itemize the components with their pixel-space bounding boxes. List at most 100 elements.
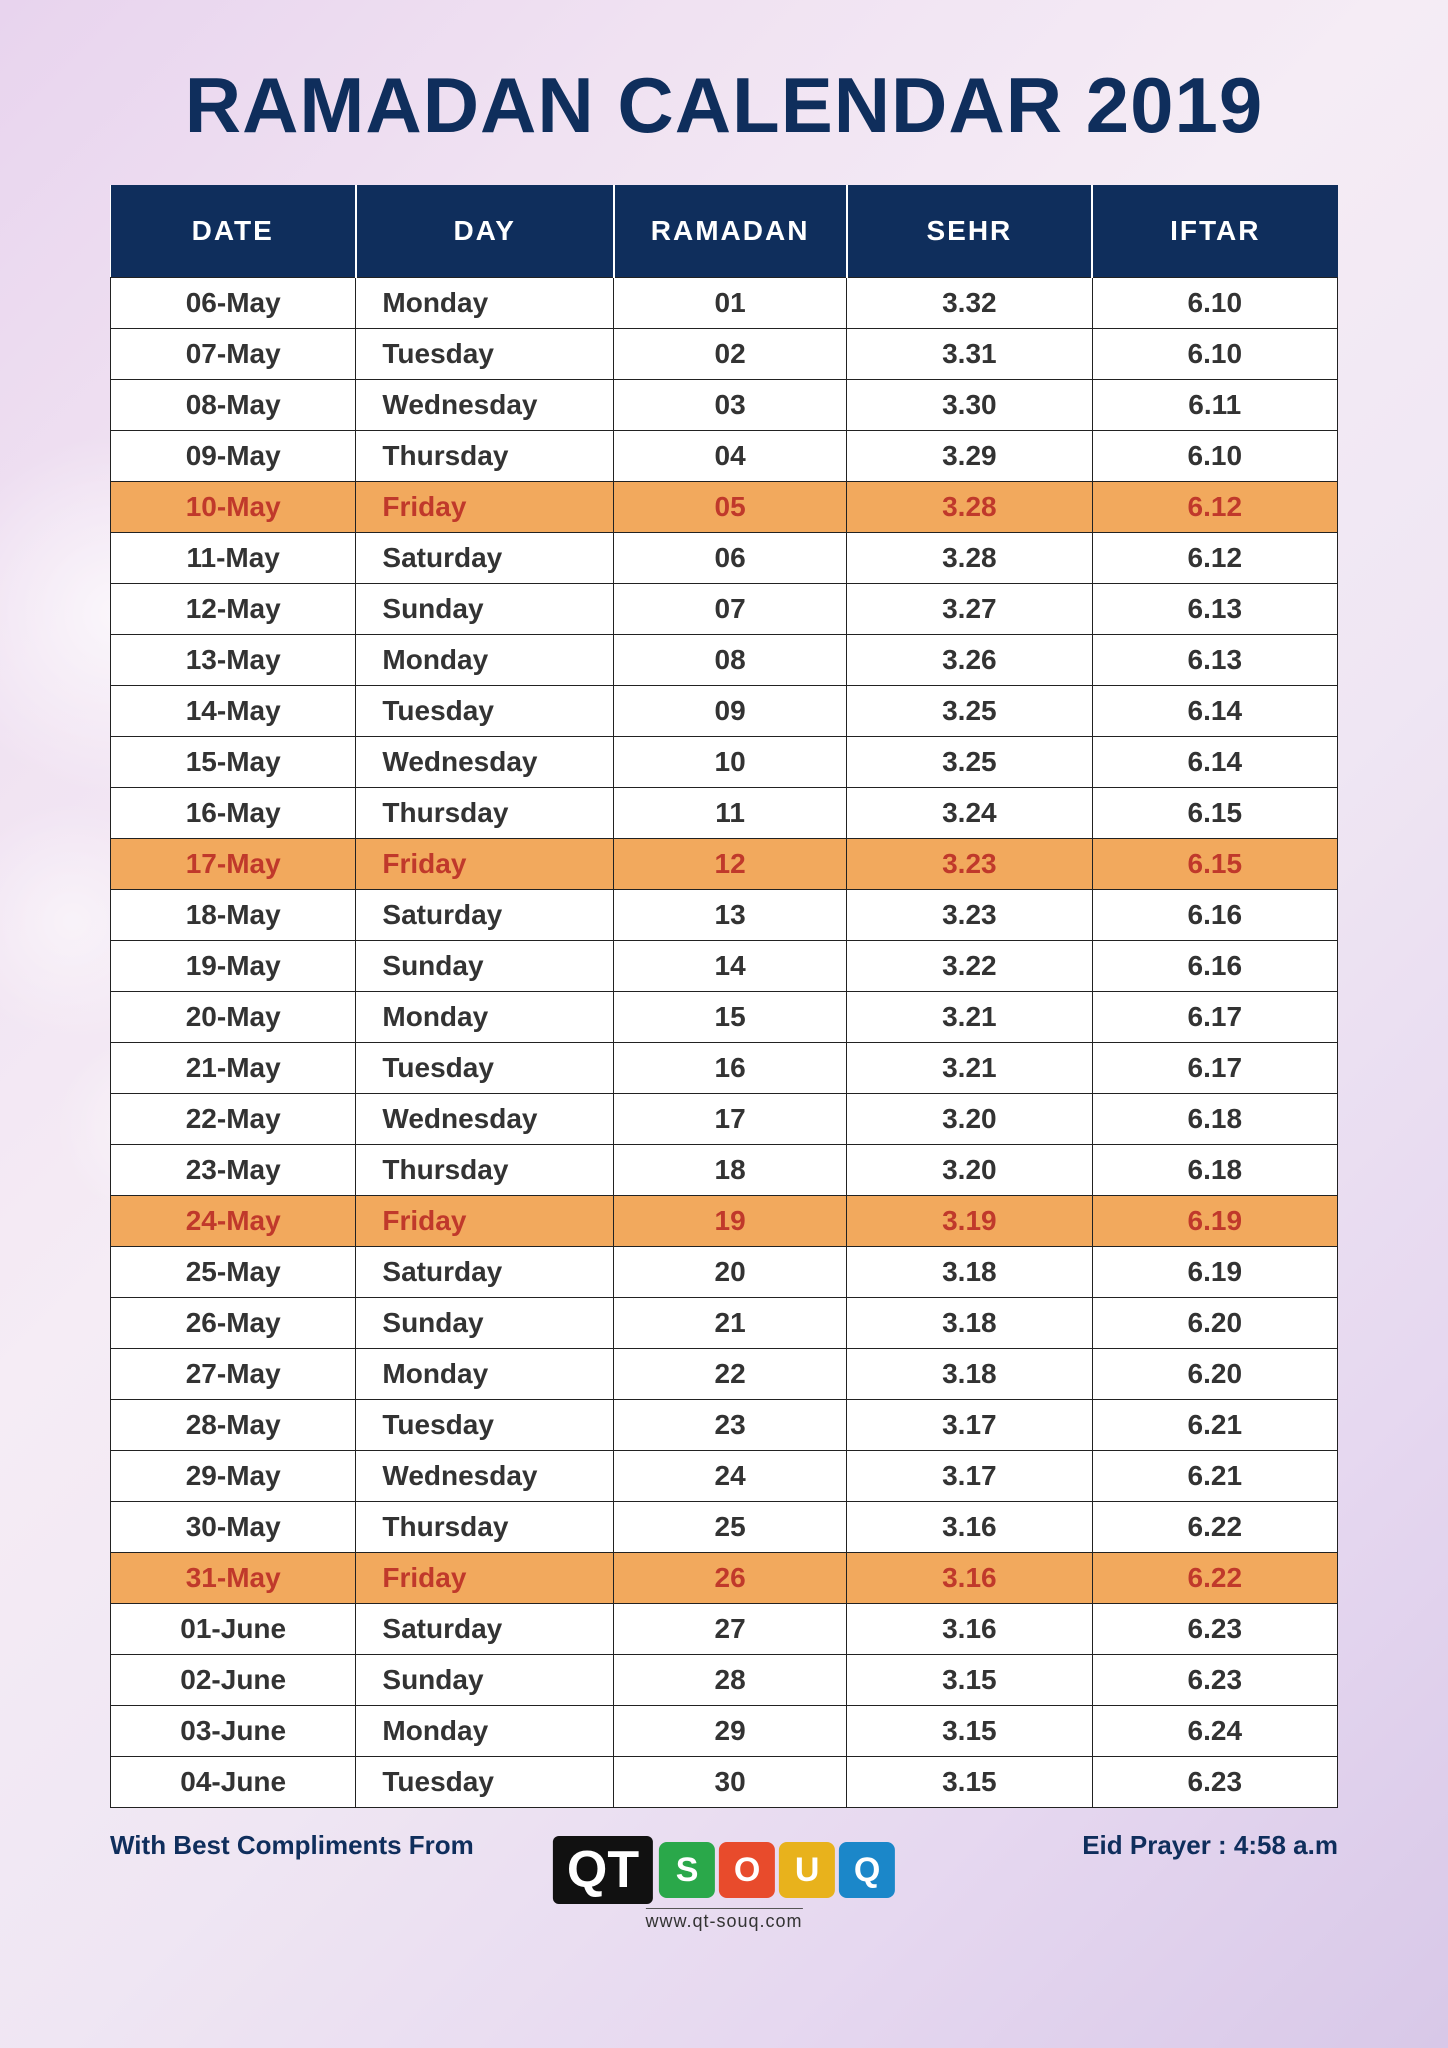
cell-date: 07-May [111,329,356,380]
cell-sehr: 3.29 [847,431,1092,482]
cell-iftar: 6.16 [1092,941,1337,992]
cell-ramadan: 07 [614,584,847,635]
cell-iftar: 6.13 [1092,635,1337,686]
logo-letter: O [719,1842,775,1898]
cell-day: Friday [356,1196,614,1247]
table-row: 17-MayFriday123.236.15 [111,839,1338,890]
cell-sehr: 3.19 [847,1196,1092,1247]
cell-day: Tuesday [356,1400,614,1451]
cell-date: 02-June [111,1655,356,1706]
cell-date: 16-May [111,788,356,839]
table-row: 02-JuneSunday283.156.23 [111,1655,1338,1706]
cell-day: Saturday [356,890,614,941]
logo-letter: S [659,1842,715,1898]
cell-sehr: 3.17 [847,1400,1092,1451]
cell-sehr: 3.17 [847,1451,1092,1502]
cell-ramadan: 03 [614,380,847,431]
col-header-day: DAY [356,185,614,278]
cell-ramadan: 21 [614,1298,847,1349]
table-header-row: DATE DAY RAMADAN SEHR IFTAR [111,185,1338,278]
logo-qt-box: QT [553,1836,653,1904]
cell-date: 20-May [111,992,356,1043]
logo: QT SOUQ www.qt-souq.com [553,1836,895,1932]
cell-date: 28-May [111,1400,356,1451]
cell-iftar: 6.10 [1092,278,1337,329]
cell-day: Wednesday [356,1094,614,1145]
cell-date: 03-June [111,1706,356,1757]
cell-date: 19-May [111,941,356,992]
cell-day: Saturday [356,533,614,584]
cell-ramadan: 12 [614,839,847,890]
logo-letter: U [779,1842,835,1898]
cell-sehr: 3.15 [847,1757,1092,1808]
cell-day: Monday [356,1349,614,1400]
cell-date: 29-May [111,1451,356,1502]
cell-date: 26-May [111,1298,356,1349]
cell-day: Tuesday [356,1757,614,1808]
cell-day: Friday [356,482,614,533]
cell-iftar: 6.20 [1092,1349,1337,1400]
footer: With Best Compliments From QT SOUQ www.q… [110,1830,1338,2008]
cell-sehr: 3.15 [847,1655,1092,1706]
table-row: 18-MaySaturday133.236.16 [111,890,1338,941]
table-row: 06-MayMonday013.326.10 [111,278,1338,329]
cell-day: Wednesday [356,380,614,431]
cell-date: 08-May [111,380,356,431]
cell-day: Monday [356,278,614,329]
cell-day: Wednesday [356,1451,614,1502]
cell-ramadan: 23 [614,1400,847,1451]
cell-sehr: 3.26 [847,635,1092,686]
website-text: www.qt-souq.com [645,1908,802,1932]
cell-ramadan: 30 [614,1757,847,1808]
cell-iftar: 6.15 [1092,839,1337,890]
eid-prayer-text: Eid Prayer : 4:58 a.m [1082,1830,1338,1861]
table-row: 27-MayMonday223.186.20 [111,1349,1338,1400]
cell-day: Sunday [356,1655,614,1706]
cell-date: 30-May [111,1502,356,1553]
cell-day: Monday [356,635,614,686]
cell-sehr: 3.25 [847,737,1092,788]
cell-sehr: 3.15 [847,1706,1092,1757]
cell-day: Monday [356,1706,614,1757]
cell-iftar: 6.22 [1092,1502,1337,1553]
cell-sehr: 3.22 [847,941,1092,992]
table-row: 22-MayWednesday173.206.18 [111,1094,1338,1145]
cell-iftar: 6.16 [1092,890,1337,941]
col-header-ramadan: RAMADAN [614,185,847,278]
cell-iftar: 6.12 [1092,533,1337,584]
cell-date: 04-June [111,1757,356,1808]
cell-date: 14-May [111,686,356,737]
cell-sehr: 3.28 [847,482,1092,533]
cell-date: 06-May [111,278,356,329]
cell-day: Saturday [356,1247,614,1298]
cell-date: 31-May [111,1553,356,1604]
table-row: 12-MaySunday073.276.13 [111,584,1338,635]
table-row: 29-MayWednesday243.176.21 [111,1451,1338,1502]
cell-day: Thursday [356,788,614,839]
cell-day: Monday [356,992,614,1043]
cell-ramadan: 05 [614,482,847,533]
cell-sehr: 3.30 [847,380,1092,431]
table-row: 13-MayMonday083.266.13 [111,635,1338,686]
cell-ramadan: 15 [614,992,847,1043]
table-row: 28-MayTuesday233.176.21 [111,1400,1338,1451]
cell-ramadan: 19 [614,1196,847,1247]
cell-date: 15-May [111,737,356,788]
cell-day: Wednesday [356,737,614,788]
cell-sehr: 3.18 [847,1349,1092,1400]
cell-date: 11-May [111,533,356,584]
table-row: 11-MaySaturday063.286.12 [111,533,1338,584]
cell-date: 24-May [111,1196,356,1247]
cell-ramadan: 20 [614,1247,847,1298]
cell-sehr: 3.21 [847,1043,1092,1094]
table-row: 26-MaySunday213.186.20 [111,1298,1338,1349]
cell-sehr: 3.21 [847,992,1092,1043]
cell-date: 27-May [111,1349,356,1400]
cell-ramadan: 26 [614,1553,847,1604]
cell-sehr: 3.25 [847,686,1092,737]
cell-date: 01-June [111,1604,356,1655]
cell-sehr: 3.28 [847,533,1092,584]
cell-iftar: 6.19 [1092,1196,1337,1247]
cell-date: 23-May [111,1145,356,1196]
cell-iftar: 6.17 [1092,1043,1337,1094]
